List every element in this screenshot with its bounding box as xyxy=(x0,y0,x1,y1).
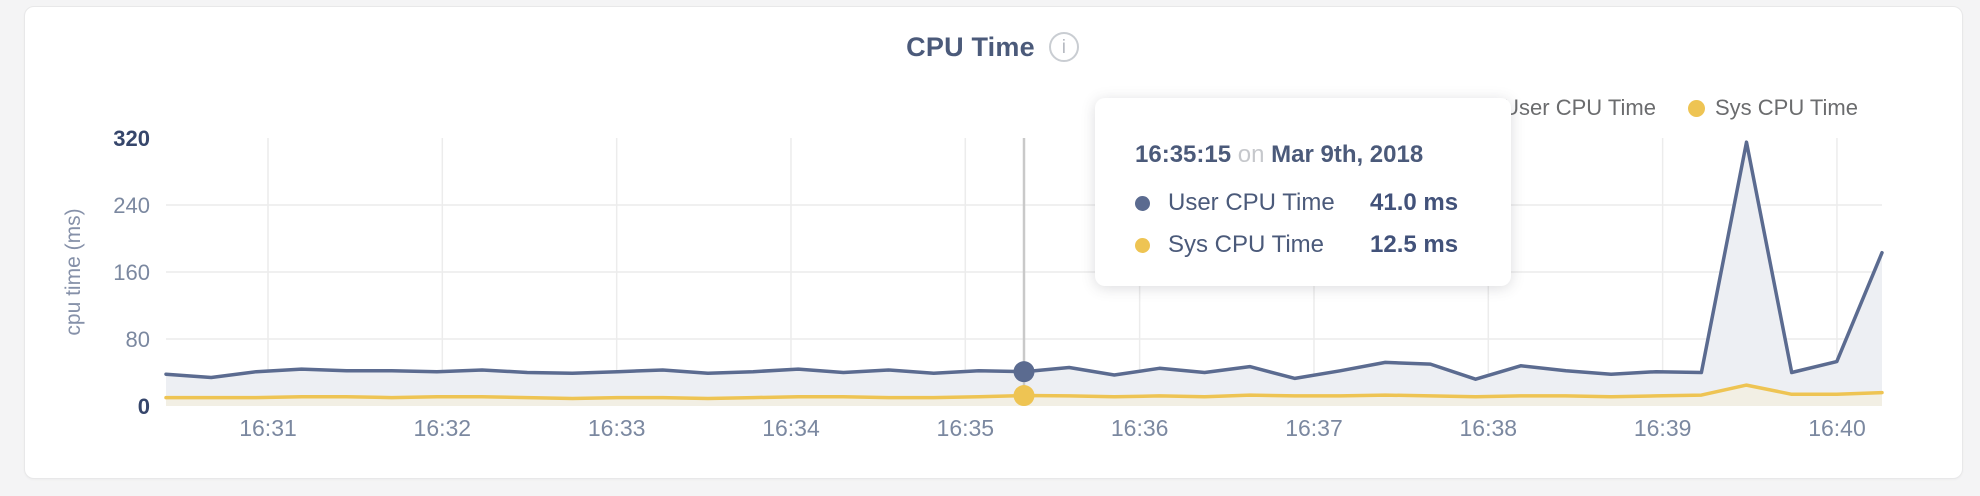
tooltip-date: Mar 9th, 2018 xyxy=(1271,141,1424,168)
x-tick-label: 16:31 xyxy=(239,415,297,441)
chart-header: CPU Time i xyxy=(24,30,1961,64)
tooltip-row-sys: Sys CPU Time 12.5 ms xyxy=(1135,232,1475,258)
tooltip-connector: on xyxy=(1237,141,1265,168)
legend-label: Sys CPU Time xyxy=(1714,95,1858,120)
info-icon[interactable]: i xyxy=(1048,32,1079,62)
tooltip-series-value: 12.5 ms xyxy=(1370,231,1459,258)
sys-cpu-legend-dot xyxy=(1687,99,1705,117)
chart-tooltip: 16:35:15 on Mar 9th, 2018 User CPU Time … xyxy=(1095,98,1511,286)
tooltip-time: 16:35:15 xyxy=(1135,141,1232,168)
tooltip-series-label: User CPU Time xyxy=(1168,189,1335,216)
y-tick-label: 240 xyxy=(113,193,150,218)
tooltip-row-user: User CPU Time 41.0 ms xyxy=(1135,190,1475,216)
chart-title: CPU Time xyxy=(906,31,1035,62)
x-tick-label: 16:35 xyxy=(937,415,995,441)
y-tick-label: 0 xyxy=(138,394,150,419)
x-tick-label: 16:36 xyxy=(1111,415,1169,441)
x-tick-label: 16:34 xyxy=(762,415,820,441)
y-tick-label: 320 xyxy=(113,126,150,151)
sys-cpu-highlight-dot xyxy=(1013,385,1035,407)
y-tick-label: 80 xyxy=(126,327,150,352)
x-tick-label: 16:33 xyxy=(588,415,646,441)
user-cpu-highlight-dot xyxy=(1013,361,1035,383)
legend-label: User CPU Time xyxy=(1503,95,1656,120)
y-tick-label: 160 xyxy=(113,260,150,285)
series-area xyxy=(166,142,1882,406)
sys-cpu-dot-icon xyxy=(1135,237,1150,253)
tooltip-series-value: 41.0 ms xyxy=(1370,189,1459,216)
tooltip-header: 16:35:15 on Mar 9th, 2018 xyxy=(1135,142,1475,168)
x-tick-label: 16:38 xyxy=(1460,415,1518,441)
x-tick-label: 16:40 xyxy=(1808,415,1866,441)
x-tick-label: 16:37 xyxy=(1285,415,1343,441)
user-cpu-dot-icon xyxy=(1135,195,1150,211)
tooltip-series-label: Sys CPU Time xyxy=(1168,231,1325,258)
x-tick-label: 16:32 xyxy=(414,415,472,441)
legend: User CPU Time Sys CPU Time xyxy=(1476,95,1858,121)
y-axis-title: cpu time (ms) xyxy=(62,208,85,336)
x-tick-label: 16:39 xyxy=(1634,415,1692,441)
legend-item-sys-cpu[interactable]: Sys CPU Time xyxy=(1687,95,1858,121)
